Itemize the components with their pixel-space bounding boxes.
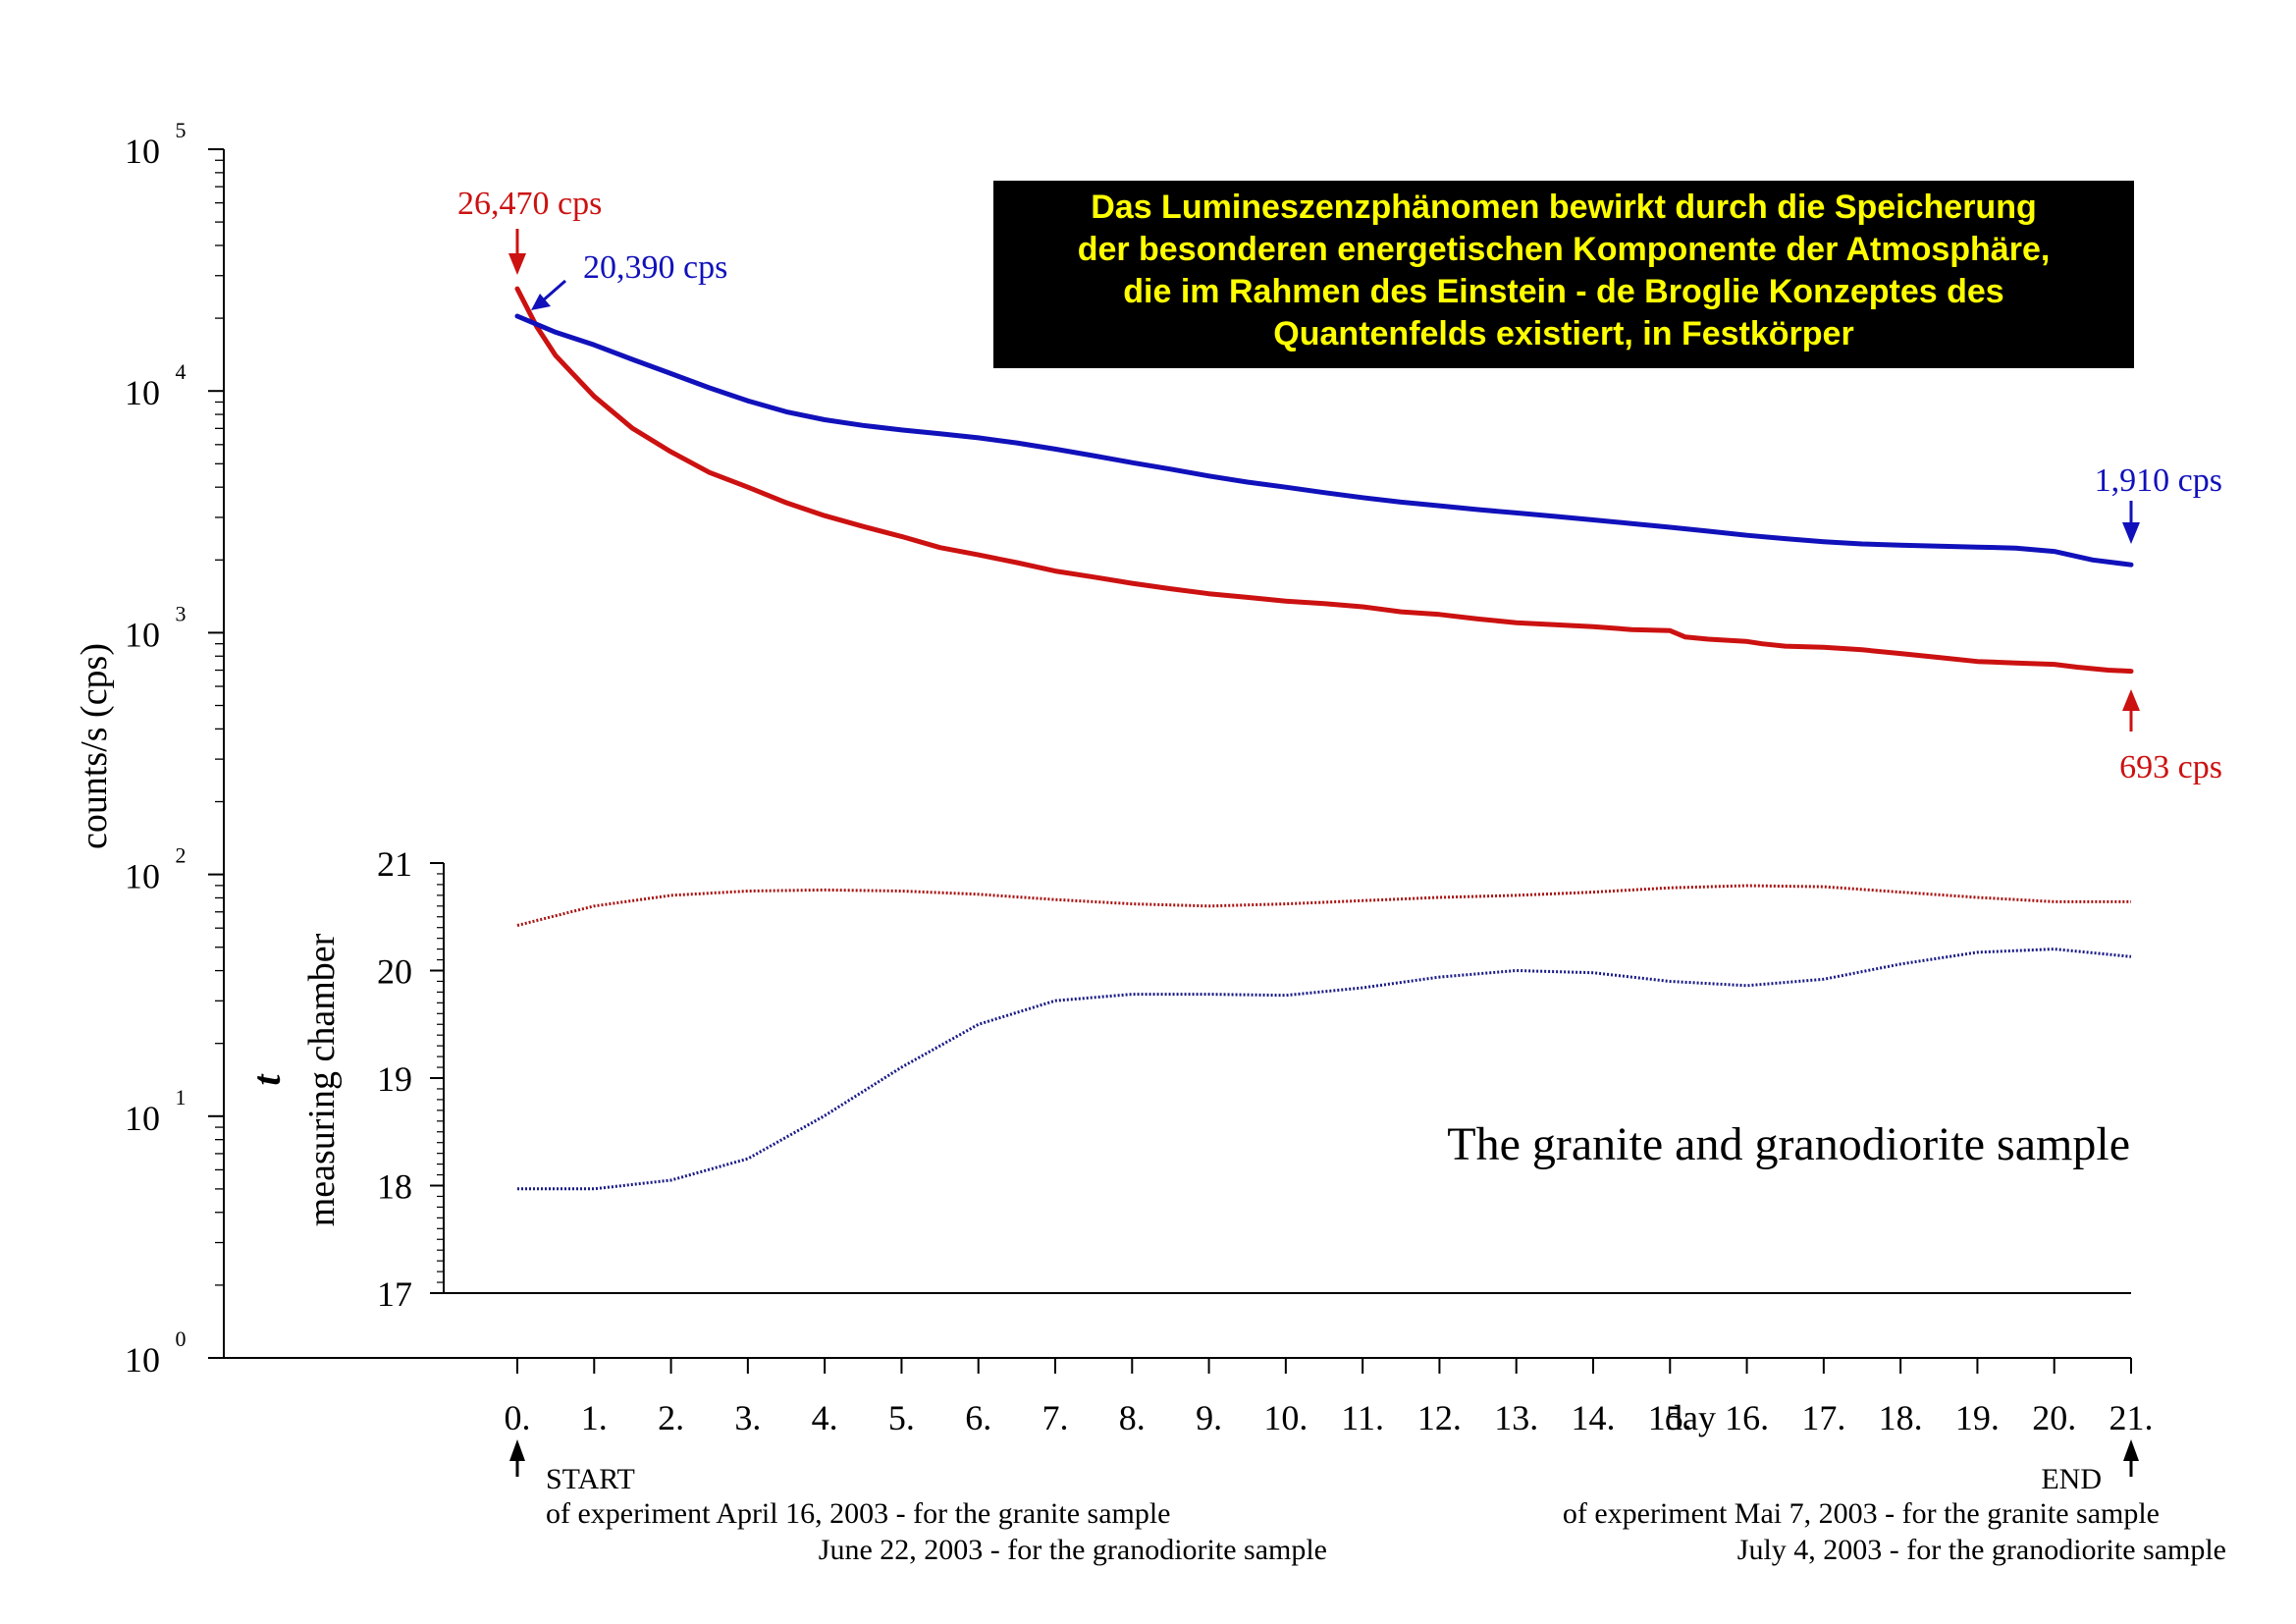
y-tick-label-exponent: 2	[176, 843, 187, 868]
y-tick-label-base: 10	[125, 1340, 160, 1380]
banner-line-1: Das Lumineszenzphänomen bewirkt durch di…	[1091, 189, 2037, 226]
x-tick-label: 9.	[1196, 1398, 1222, 1437]
inset-y-symbol: t	[244, 1073, 289, 1086]
y-tick-label-exponent: 5	[176, 118, 187, 142]
x-tick-label: 8.	[1119, 1398, 1146, 1437]
x-tick-label: 17.	[1801, 1398, 1845, 1437]
annotation-blue-start: 20,390 cps	[583, 249, 727, 286]
main-series	[514, 286, 2134, 675]
inset-y-tick-label: 21	[377, 844, 412, 884]
y-tick-label-base: 10	[125, 373, 160, 412]
start-arrow	[509, 1439, 525, 1477]
inset-series-blue-line	[517, 947, 2132, 1191]
annotation-red-start: 26,470 cps	[457, 186, 602, 222]
start-title: START	[546, 1463, 635, 1495]
y-tick-label-exponent: 3	[176, 601, 187, 625]
x-tick-label: 20.	[2032, 1398, 2076, 1437]
start-line-2: June 22, 2003 - for the granodiorite sam…	[819, 1534, 1327, 1566]
banner-box	[993, 181, 2134, 368]
x-tick-label: 12.	[1417, 1398, 1462, 1437]
x-tick-label: 6.	[965, 1398, 991, 1437]
inset-caption: The granite and granodiorite sample	[1447, 1118, 2130, 1170]
series-blue-line	[514, 313, 2134, 568]
x-tick-label: 4.	[812, 1398, 838, 1437]
x-tick-label: 3.	[734, 1398, 761, 1437]
x-tick-label: 5.	[888, 1398, 915, 1437]
arrow-red-start	[508, 229, 526, 275]
inset-series-red-line	[516, 884, 2131, 927]
x-tick-label: 7.	[1042, 1398, 1069, 1437]
x-axis-label: day	[1665, 1398, 1716, 1437]
start-line-1: of experiment April 16, 2003 - for the g…	[546, 1497, 1171, 1530]
annotation-blue-end: 1,910 cps	[2095, 462, 2222, 499]
inset-y-tick-label: 19	[377, 1059, 412, 1099]
y-tick-label-base: 10	[125, 132, 160, 171]
x-tick-label: 19.	[1955, 1398, 2000, 1437]
inset-y-label: measuring chamber	[301, 933, 343, 1226]
inset-series	[516, 884, 2132, 1191]
x-tick-label: 2.	[658, 1398, 684, 1437]
end-arrow	[2123, 1439, 2139, 1477]
banner-line-3: die im Rahmen des Einstein - de Broglie …	[1123, 273, 2003, 310]
arrow-blue-start	[531, 279, 566, 310]
annotation-red-end: 693 cps	[2119, 749, 2222, 785]
y-tick-label-exponent: 0	[176, 1326, 187, 1351]
x-tick-label: 18.	[1879, 1398, 1923, 1437]
x-tick-label: 0.	[505, 1398, 531, 1437]
arrow-red-end	[2122, 689, 2140, 731]
y-tick-label-base: 10	[125, 615, 160, 654]
y-tick-label-base: 10	[125, 857, 160, 896]
y-tick-label-exponent: 4	[176, 359, 187, 384]
main-axes: 10 0 10 1 10 2 10 3 10 4 10 5 0. 1. 2. 3. 4. 5. 6. 7. 8. 9. 10…	[125, 118, 2154, 1437]
inset-y-tick-label: 18	[377, 1167, 412, 1207]
inset-y-tick-label: 20	[377, 952, 412, 992]
inset-y-tick-label: 17	[377, 1274, 412, 1314]
x-tick-label: 14.	[1572, 1398, 1616, 1437]
x-tick-label: 13.	[1494, 1398, 1538, 1437]
arrow-blue-end	[2122, 501, 2140, 544]
banner-line-2: der besonderen energetischen Komponente …	[1078, 231, 2051, 268]
inset-axes: 17 18 19 20 21	[377, 844, 2131, 1314]
x-tick-label: 15.	[1648, 1398, 1692, 1437]
x-tick-label: 10.	[1263, 1398, 1308, 1437]
y-tick-label-exponent: 1	[176, 1085, 187, 1110]
y-axis-label: counts/s (cps)	[74, 643, 115, 849]
x-tick-label: 1.	[581, 1398, 608, 1437]
end-line-1: of experiment Mai 7, 2003 - for the gran…	[1563, 1497, 2160, 1530]
series-red-line	[514, 286, 2134, 675]
x-tick-label: 21.	[2109, 1398, 2154, 1437]
y-tick-label-base: 10	[125, 1099, 160, 1138]
end-line-2: July 4, 2003 - for the granodiorite samp…	[1737, 1534, 2226, 1566]
banner-line-4: Quantenfelds existiert, in Festkörper	[1273, 315, 1853, 352]
end-title: END	[2041, 1463, 2102, 1495]
x-tick-label: 16.	[1725, 1398, 1769, 1437]
x-tick-label: 11.	[1341, 1398, 1384, 1437]
